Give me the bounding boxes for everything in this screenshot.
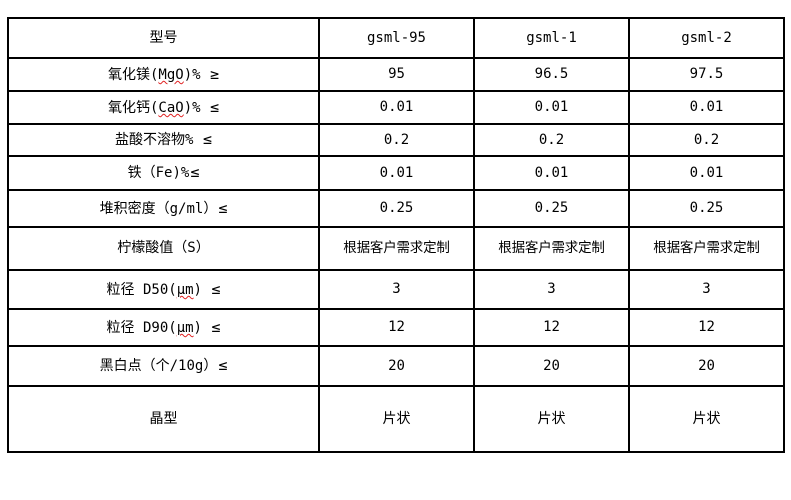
header-cell-parameter: 型号 (7, 17, 320, 59)
value-cell-grade-3: 0.25 (628, 189, 785, 228)
table-row: 氧化钙(CaO)% ≤ 0.01 0.01 0.01 (7, 90, 785, 125)
parameter-text-prefix: 粒径 D90( (106, 319, 177, 336)
value-cell-grade-3: 片状 (628, 385, 785, 453)
table-row: 氧化镁(MgO)% ≥ 95 96.5 97.5 (7, 57, 785, 92)
value-cell-grade-1: 根据客户需求定制 (318, 226, 475, 271)
parameter-text-prefix: 盐酸不溶物% (115, 132, 194, 149)
table-header-row: 型号 gsml-95 gsml-1 gsml-2 (7, 17, 785, 59)
parameter-cell: 氧化钙(CaO)% ≤ (7, 90, 320, 125)
comparator-symbol: ≤ (190, 163, 200, 182)
parameter-text-prefix: 氧化钙( (107, 99, 159, 116)
value-cell-grade-1: 0.25 (318, 189, 475, 228)
value-cell-grade-3: 20 (628, 345, 785, 387)
value-cell-grade-1: 20 (318, 345, 475, 387)
parameter-text-prefix: 铁（Fe)% (127, 165, 190, 182)
value-cell-grade-1: 12 (318, 308, 475, 347)
parameter-text-prefix: 柠檬酸值（S） (117, 240, 210, 257)
header-cell-grade-2: gsml-1 (473, 17, 630, 59)
parameter-cell: 堆积密度（g/ml）≤ (7, 189, 320, 228)
table-row: 堆积密度（g/ml）≤ 0.25 0.25 0.25 (7, 189, 785, 228)
value-cell-grade-3: 0.01 (628, 90, 785, 125)
value-cell-grade-3: 97.5 (628, 57, 785, 92)
value-cell-grade-2: 12 (473, 308, 630, 347)
value-cell-grade-2: 0.2 (473, 123, 630, 157)
parameter-cell: 黑白点（个/10g）≤ (7, 345, 320, 387)
comparator-symbol: ≤ (210, 97, 220, 116)
parameter-cell: 铁（Fe)%≤ (7, 155, 320, 191)
value-cell-grade-1: 0.01 (318, 90, 475, 125)
value-cell-grade-2: 96.5 (473, 57, 630, 92)
table-row: 黑白点（个/10g）≤ 20 20 20 (7, 345, 785, 387)
parameter-text-suffix: )% (183, 99, 201, 116)
parameter-cell: 柠檬酸值（S） (7, 226, 320, 271)
comparator-symbol: ≤ (218, 198, 228, 217)
parameter-text-prefix: 黑白点（个/10g） (99, 358, 218, 375)
product-specification-table: 型号 gsml-95 gsml-1 gsml-2 氧化镁(MgO)% ≥ 95 … (7, 17, 785, 453)
parameter-cell: 晶型 (7, 385, 320, 453)
parameter-text-prefix: 粒径 D50( (106, 281, 177, 298)
value-cell-grade-3: 0.2 (628, 123, 785, 157)
table-row: 盐酸不溶物% ≤ 0.2 0.2 0.2 (7, 123, 785, 157)
comparator-symbol: ≤ (202, 130, 212, 149)
header-cell-grade-3: gsml-2 (628, 17, 785, 59)
value-cell-grade-2: 片状 (473, 385, 630, 453)
parameter-cell: 盐酸不溶物% ≤ (7, 123, 320, 157)
parameter-cell: 粒径 D50(μm) ≤ (7, 269, 320, 310)
comparator-symbol: ≤ (218, 356, 228, 375)
comparator-symbol: ≤ (211, 317, 221, 336)
value-cell-grade-2: 根据客户需求定制 (473, 226, 630, 271)
parameter-text-prefix: 氧化镁( (107, 66, 159, 83)
comparator-symbol: ≤ (211, 279, 221, 298)
value-cell-grade-3: 3 (628, 269, 785, 310)
value-cell-grade-1: 0.01 (318, 155, 475, 191)
value-cell-grade-2: 0.25 (473, 189, 630, 228)
table-row: 晶型 片状 片状 片状 (7, 385, 785, 453)
value-cell-grade-1: 95 (318, 57, 475, 92)
table-row: 柠檬酸值（S） 根据客户需求定制 根据客户需求定制 根据客户需求定制 (7, 226, 785, 271)
comparator-symbol: ≥ (210, 64, 220, 83)
parameter-cell: 氧化镁(MgO)% ≥ (7, 57, 320, 92)
value-cell-grade-2: 20 (473, 345, 630, 387)
value-cell-grade-2: 0.01 (473, 155, 630, 191)
parameter-text-prefix: 堆积密度（g/ml） (99, 200, 218, 217)
value-cell-grade-1: 0.2 (318, 123, 475, 157)
table-row: 粒径 D50(μm) ≤ 3 3 3 (7, 269, 785, 310)
spellcheck-flagged-term: CaO (158, 99, 184, 116)
value-cell-grade-1: 片状 (318, 385, 475, 453)
spellcheck-flagged-term: μm (176, 319, 194, 336)
parameter-text-suffix: ) (193, 281, 202, 298)
parameter-text-suffix: ) (193, 319, 202, 336)
table-row: 粒径 D90(μm) ≤ 12 12 12 (7, 308, 785, 347)
parameter-cell: 粒径 D90(μm) ≤ (7, 308, 320, 347)
value-cell-grade-1: 3 (318, 269, 475, 310)
header-cell-grade-1: gsml-95 (318, 17, 475, 59)
parameter-text-suffix: )% (183, 66, 201, 83)
value-cell-grade-3: 12 (628, 308, 785, 347)
value-cell-grade-2: 0.01 (473, 90, 630, 125)
value-cell-grade-3: 0.01 (628, 155, 785, 191)
spellcheck-flagged-term: MgO (158, 66, 184, 83)
value-cell-grade-3: 根据客户需求定制 (628, 226, 785, 271)
table-row: 铁（Fe)%≤ 0.01 0.01 0.01 (7, 155, 785, 191)
spellcheck-flagged-term: μm (176, 281, 194, 298)
parameter-text-prefix: 晶型 (149, 410, 178, 427)
value-cell-grade-2: 3 (473, 269, 630, 310)
